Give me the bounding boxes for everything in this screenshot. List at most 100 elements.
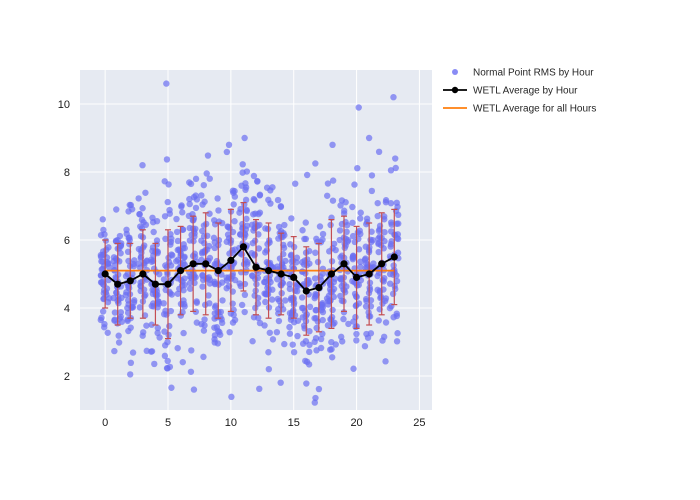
scatter-point	[212, 245, 218, 251]
scatter-point	[192, 251, 198, 257]
scatter-point	[142, 190, 148, 196]
scatter-point	[379, 300, 385, 306]
scatter-point	[390, 262, 396, 268]
scatter-point	[103, 237, 109, 243]
scatter-point	[150, 229, 156, 235]
scatter-point	[103, 289, 109, 295]
scatter-point	[206, 211, 212, 217]
scatter-point	[212, 339, 218, 345]
scatter-point	[216, 237, 222, 243]
scatter-point	[193, 176, 199, 182]
scatter-point	[228, 394, 234, 400]
scatter-point	[350, 366, 356, 372]
scatter-point	[269, 184, 275, 190]
scatter-point	[317, 223, 323, 229]
scatter-point	[226, 225, 232, 231]
scatter-point	[238, 182, 244, 188]
scatter-point	[376, 249, 382, 255]
scatter-point	[307, 304, 313, 310]
scatter-point	[395, 220, 401, 226]
scatter-point	[374, 273, 380, 279]
scatter-point	[282, 297, 288, 303]
x-tick-label: 5	[165, 417, 171, 429]
scatter-point	[286, 324, 292, 330]
scatter-point	[329, 142, 335, 148]
scatter-point	[187, 286, 193, 292]
scatter-point	[115, 333, 121, 339]
scatter-point	[191, 194, 197, 200]
scatter-point	[392, 232, 398, 238]
scatter-point	[127, 371, 133, 377]
scatter-point	[169, 291, 175, 297]
scatter-point	[313, 347, 319, 353]
scatter-point	[261, 322, 267, 328]
scatter-point	[111, 254, 117, 260]
scatter-point	[294, 333, 300, 339]
scatter-point	[287, 286, 293, 292]
scatter-point	[388, 200, 394, 206]
scatter-point	[394, 200, 400, 206]
avg-marker	[378, 260, 385, 267]
scatter-point	[243, 207, 249, 213]
scatter-point	[316, 386, 322, 392]
y-tick-label: 4	[64, 303, 70, 315]
scatter-point	[375, 200, 381, 206]
avg-marker	[353, 274, 360, 281]
y-tick-label: 2	[64, 371, 70, 383]
chart-svg: 0510152025246810Normal Point RMS by Hour…	[0, 0, 700, 500]
scatter-point	[287, 310, 293, 316]
scatter-point	[357, 264, 363, 270]
scatter-point	[168, 385, 174, 391]
scatter-point	[276, 318, 282, 324]
scatter-point	[243, 216, 249, 222]
scatter-point	[139, 162, 145, 168]
scatter-point	[275, 197, 281, 203]
x-tick-label: 0	[102, 417, 108, 429]
scatter-point	[239, 169, 245, 175]
scatter-point	[277, 379, 283, 385]
avg-marker	[114, 281, 121, 288]
scatter-point	[312, 160, 318, 166]
scatter-point	[167, 210, 173, 216]
scatter-point	[337, 254, 343, 260]
scatter-point	[352, 314, 358, 320]
scatter-point	[269, 296, 275, 302]
scatter-point	[101, 231, 107, 237]
avg-marker	[127, 277, 134, 284]
scatter-point	[291, 349, 297, 355]
avg-marker	[265, 267, 272, 274]
scatter-point	[330, 197, 336, 203]
scatter-point	[266, 276, 272, 282]
avg-marker	[177, 267, 184, 274]
scatter-point	[327, 297, 333, 303]
scatter-point	[179, 209, 185, 215]
scatter-point	[329, 258, 335, 264]
scatter-point	[299, 268, 305, 274]
scatter-point	[205, 152, 211, 158]
scatter-point	[139, 205, 145, 211]
scatter-point	[317, 273, 323, 279]
scatter-point	[388, 219, 394, 225]
scatter-point	[165, 358, 171, 364]
scatter-point	[265, 197, 271, 203]
scatter-point	[329, 288, 335, 294]
scatter-point	[139, 333, 145, 339]
scatter-point	[281, 341, 287, 347]
avg-marker	[290, 274, 297, 281]
scatter-point	[303, 380, 309, 386]
scatter-point	[136, 211, 142, 217]
scatter-point	[129, 206, 135, 212]
scatter-point	[306, 349, 312, 355]
scatter-point	[277, 255, 283, 261]
scatter-point	[201, 199, 207, 205]
figure: 0510152025246810Normal Point RMS by Hour…	[0, 0, 700, 500]
scatter-point	[219, 297, 225, 303]
scatter-point	[204, 233, 210, 239]
scatter-point	[328, 346, 334, 352]
scatter-point	[219, 320, 225, 326]
scatter-point	[303, 219, 309, 225]
scatter-point	[231, 218, 237, 224]
avg-marker	[366, 270, 373, 277]
scatter-point	[264, 241, 270, 247]
scatter-point	[212, 310, 218, 316]
